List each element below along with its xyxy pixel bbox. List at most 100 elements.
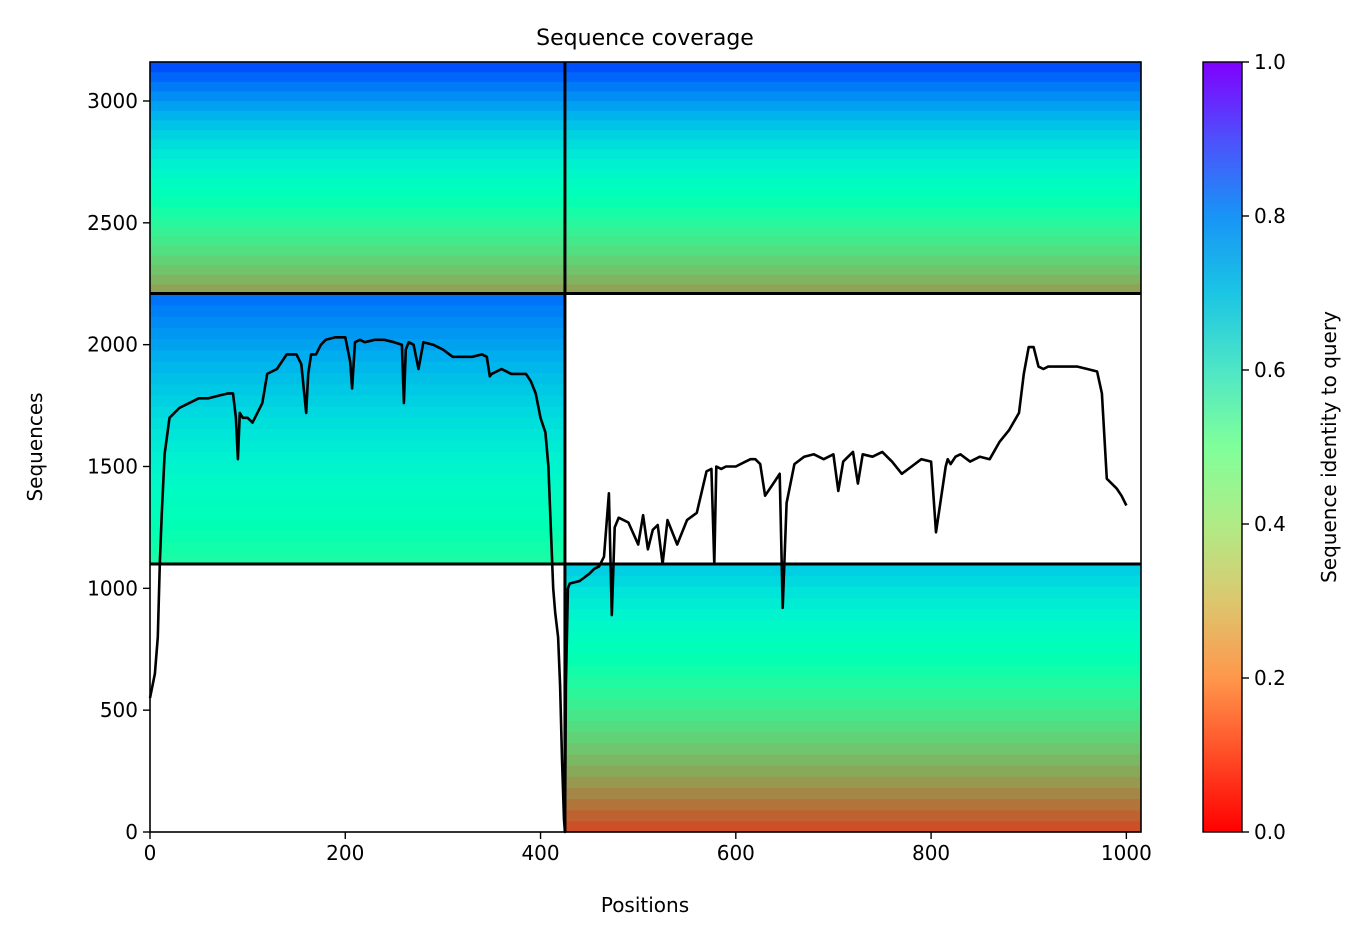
heatmap-band (150, 148, 565, 159)
heatmap-band (565, 753, 1141, 766)
heatmap-band (565, 206, 1141, 217)
colorbar-ticks: 0.0 0.2 0.4 0.6 0.8 1.0 (1242, 50, 1286, 844)
heatmap-band (565, 254, 1141, 266)
heatmap-band (150, 254, 565, 266)
heatmap-band (565, 226, 1141, 237)
heatmap-band (565, 235, 1141, 246)
heatmap-band (150, 462, 565, 475)
heatmap-band (150, 349, 565, 362)
y-tick-label: 2000 (87, 333, 138, 357)
heatmap-band (150, 552, 565, 565)
colorbar-tick-label: 0.4 (1254, 512, 1286, 536)
heatmap-band (150, 245, 565, 256)
heatmap-band (150, 100, 565, 111)
plot-area (148, 61, 1142, 834)
coverage-line (148, 336, 1128, 834)
heatmap-band (565, 664, 1141, 677)
heatmap-band (565, 139, 1141, 150)
heatmap-band (565, 586, 1141, 599)
heatmap-band (565, 110, 1141, 121)
heatmap-band (565, 177, 1141, 188)
heatmap-band (565, 564, 1141, 576)
heatmap-band (565, 731, 1141, 744)
heatmap-band (150, 394, 565, 407)
colorbar: 0.0 0.2 0.4 0.6 0.8 1.0 Sequence identity to … (1202, 50, 1341, 844)
heatmap-band (565, 245, 1141, 256)
plot-frame (149, 61, 1142, 833)
heatmap-band (150, 485, 565, 497)
heatmap-band (150, 383, 565, 396)
heatmap-band (150, 264, 565, 275)
heatmap-band (150, 507, 565, 520)
heatmap-band (150, 177, 565, 188)
heatmap-band (565, 720, 1141, 733)
y-tick-label: 1500 (87, 454, 138, 478)
heatmap-band (150, 110, 565, 121)
heatmap-band (565, 709, 1141, 721)
heatmap-band (565, 274, 1141, 285)
heatmap-band (150, 283, 565, 294)
heatmap-band (565, 631, 1141, 643)
heatmap-band (150, 81, 565, 92)
heatmap-band (150, 71, 565, 82)
heatmap-band (565, 62, 1141, 73)
heatmap-band (565, 597, 1141, 610)
heatmap-band (150, 90, 565, 102)
colorbar-gradient (1202, 61, 1243, 833)
heatmap-band (150, 158, 565, 169)
heatmap-band (565, 216, 1141, 227)
heatmap-band (565, 820, 1141, 833)
heatmap-band (565, 675, 1141, 688)
x-tick-label: 800 (912, 841, 950, 865)
heatmap-band (565, 765, 1141, 777)
x-axis-ticks: 0 200 400 600 800 1000 (144, 832, 1152, 865)
heatmap-band (565, 119, 1141, 131)
x-axis-label: Positions (601, 893, 689, 917)
heatmap-band (150, 206, 565, 217)
heatmap-band (150, 372, 565, 385)
heatmap-band (565, 776, 1141, 788)
y-tick-label: 3000 (87, 89, 138, 113)
y-axis-ticks: 0 500 1000 1500 2000 2500 3000 (87, 89, 150, 844)
heatmap-band (150, 304, 565, 317)
heatmap-band (150, 440, 565, 452)
heatmap-band (150, 226, 565, 237)
y-tick-label: 0 (125, 820, 138, 844)
heatmap-band (565, 619, 1141, 632)
heatmap-band (150, 187, 565, 198)
colorbar-tick-label: 1.0 (1254, 50, 1286, 74)
heatmap-band (565, 71, 1141, 82)
heatmap-band (150, 119, 565, 131)
colorbar-tick-label: 0.0 (1254, 820, 1286, 844)
heatmap-band (150, 406, 565, 419)
heatmap-band (150, 293, 565, 306)
heatmap-band (150, 428, 565, 441)
x-tick-label: 400 (521, 841, 559, 865)
heatmap-band (150, 541, 565, 554)
heatmap-band (565, 168, 1141, 179)
x-tick-label: 0 (144, 841, 157, 865)
heatmap-band (565, 187, 1141, 198)
heatmap-band (150, 139, 565, 150)
heatmap-band (150, 451, 565, 464)
colorbar-tick-label: 0.8 (1254, 204, 1286, 228)
heatmap-band (565, 698, 1141, 710)
heatmap-band (150, 316, 565, 328)
heatmap-band (150, 361, 565, 373)
heatmap-band (565, 642, 1141, 654)
coverage-heatmap (150, 62, 1141, 833)
heatmap-band (565, 787, 1141, 800)
colorbar-tick-label: 0.6 (1254, 358, 1286, 382)
heatmap-band (150, 129, 565, 140)
heatmap-band (565, 90, 1141, 102)
heatmap-band (565, 742, 1141, 755)
x-tick-label: 200 (326, 841, 364, 865)
heatmap-band (565, 264, 1141, 275)
heatmap-band (150, 473, 565, 486)
chart-title: Sequence coverage (536, 26, 754, 51)
heatmap-band (150, 216, 565, 227)
y-axis-label: Sequences (23, 392, 47, 501)
heatmap-band (150, 518, 565, 531)
heatmap-band (565, 129, 1141, 140)
heatmap-band (150, 417, 565, 430)
